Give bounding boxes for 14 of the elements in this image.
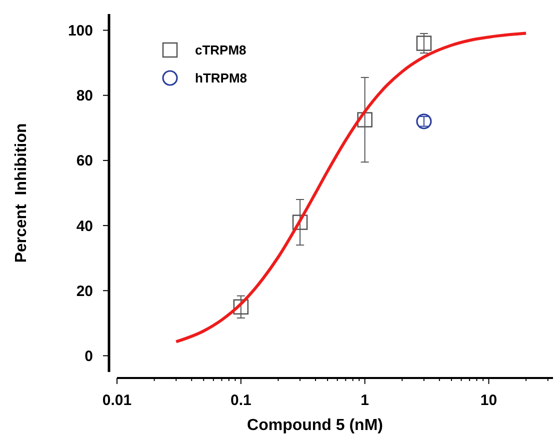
y-tick-label: 60: [76, 152, 93, 170]
y-axis-title: Percent Inhibition: [13, 123, 30, 263]
y-tick-label: 100: [68, 22, 93, 40]
y-tick-label: 0: [84, 348, 93, 365]
y-tick-label: 80: [76, 88, 93, 105]
legend-label: hTRPM8: [195, 70, 247, 86]
y-tick-label: 20: [76, 282, 93, 300]
x-tick-label: 1: [360, 392, 370, 409]
x-axis-title: Compound 5 (nM): [247, 417, 383, 434]
x-tick-label: 10: [480, 392, 498, 409]
y-tick-label: 40: [76, 218, 93, 235]
legend-label: cTRPM8: [195, 42, 246, 58]
x-tick-label: 0.01: [102, 392, 132, 409]
x-tick-label: 0.1: [230, 392, 252, 409]
